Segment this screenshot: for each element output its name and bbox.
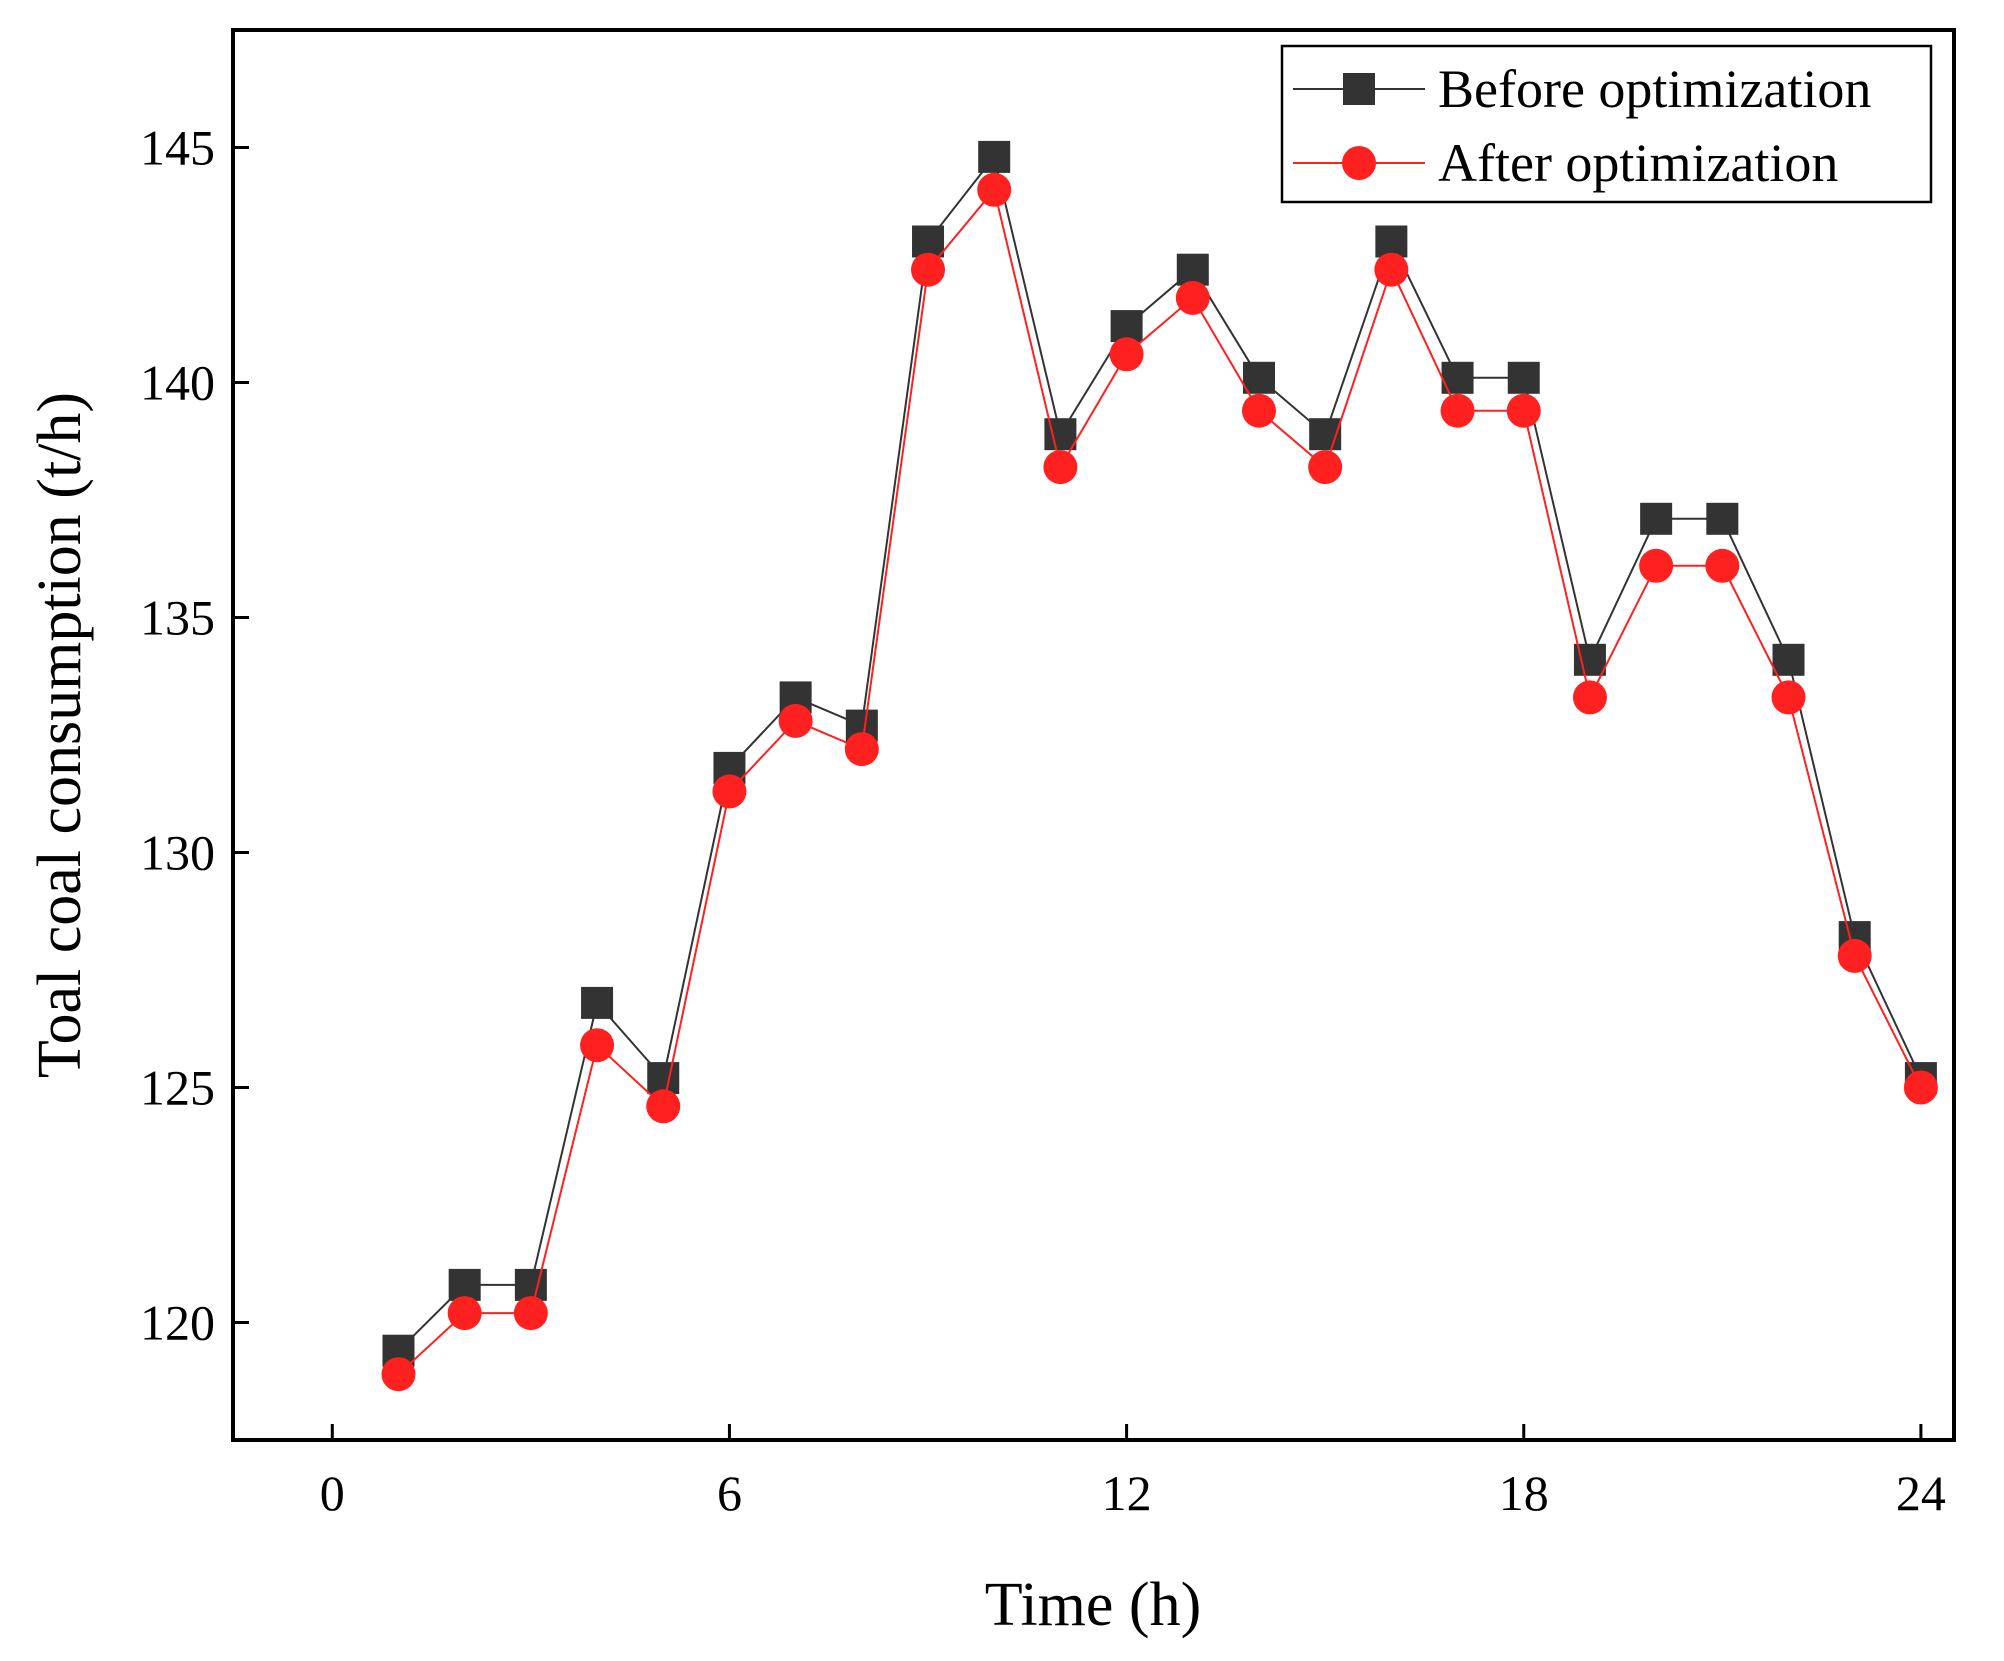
y-tick-label: 130 xyxy=(140,825,215,881)
data-point xyxy=(448,1268,481,1301)
data-point xyxy=(1241,393,1276,428)
data-point xyxy=(1440,393,1475,428)
x-tick-label: 0 xyxy=(320,1465,345,1521)
data-point xyxy=(912,225,945,258)
data-point xyxy=(1043,450,1078,485)
data-point xyxy=(911,252,946,287)
data-point xyxy=(381,1357,416,1392)
data-point xyxy=(778,703,813,738)
x-axis: 0 6 12 18 24 xyxy=(320,1424,1946,1521)
data-point xyxy=(1242,361,1275,394)
y-tick-label: 125 xyxy=(140,1060,215,1116)
data-point xyxy=(1375,225,1408,258)
data-point xyxy=(1176,253,1209,286)
data-point xyxy=(977,172,1012,207)
data-point xyxy=(581,986,614,1019)
legend-label-after: After optimization xyxy=(1438,133,1838,193)
data-point xyxy=(1771,680,1806,715)
data-point xyxy=(1772,643,1805,676)
series-before xyxy=(382,140,1937,1367)
series-line xyxy=(397,154,1922,1352)
x-tick-label: 24 xyxy=(1896,1465,1946,1521)
x-tick-label: 18 xyxy=(1499,1465,1549,1521)
data-point xyxy=(978,140,1011,173)
data-point xyxy=(647,1062,680,1095)
data-point xyxy=(1903,1070,1938,1105)
data-point xyxy=(1308,450,1343,485)
data-point xyxy=(1175,280,1210,315)
data-point xyxy=(1506,393,1541,428)
y-tick-label: 135 xyxy=(140,590,215,646)
data-point xyxy=(646,1089,681,1124)
legend: Before optimization After optimization xyxy=(1280,44,1933,204)
data-point xyxy=(513,1296,548,1331)
data-point xyxy=(1640,502,1673,535)
series-layer xyxy=(381,140,1938,1392)
plot-frame xyxy=(231,28,1956,1442)
y-axis: 120 125 130 135 140 145 xyxy=(140,120,249,1351)
data-point xyxy=(844,732,879,767)
data-point xyxy=(1837,938,1872,973)
data-point xyxy=(1507,361,1540,394)
legend-box xyxy=(1280,44,1933,204)
legend-label-before: Before optimization xyxy=(1438,59,1871,119)
data-point xyxy=(1705,548,1740,583)
y-axis-title: Toal coal consumption (t/h) xyxy=(26,392,94,1078)
x-axis-title: Time (h) xyxy=(985,1571,1201,1639)
data-point xyxy=(712,774,747,809)
y-tick-label: 120 xyxy=(140,1295,215,1351)
data-point xyxy=(1109,337,1144,372)
series-after xyxy=(381,172,1938,1392)
data-point xyxy=(447,1296,482,1331)
data-point xyxy=(1639,548,1674,583)
data-point xyxy=(1374,252,1409,287)
legend-marker-after xyxy=(1342,146,1376,180)
legend-marker-before xyxy=(1343,73,1375,105)
x-tick-label: 12 xyxy=(1102,1465,1152,1521)
x-tick-label: 6 xyxy=(717,1465,742,1521)
series-line xyxy=(397,187,1922,1375)
y-tick-label: 140 xyxy=(140,355,215,411)
data-point xyxy=(580,1028,615,1063)
data-point xyxy=(1110,310,1143,343)
y-tick-label: 145 xyxy=(140,120,215,176)
data-point xyxy=(1706,502,1739,535)
data-point xyxy=(1572,680,1607,715)
